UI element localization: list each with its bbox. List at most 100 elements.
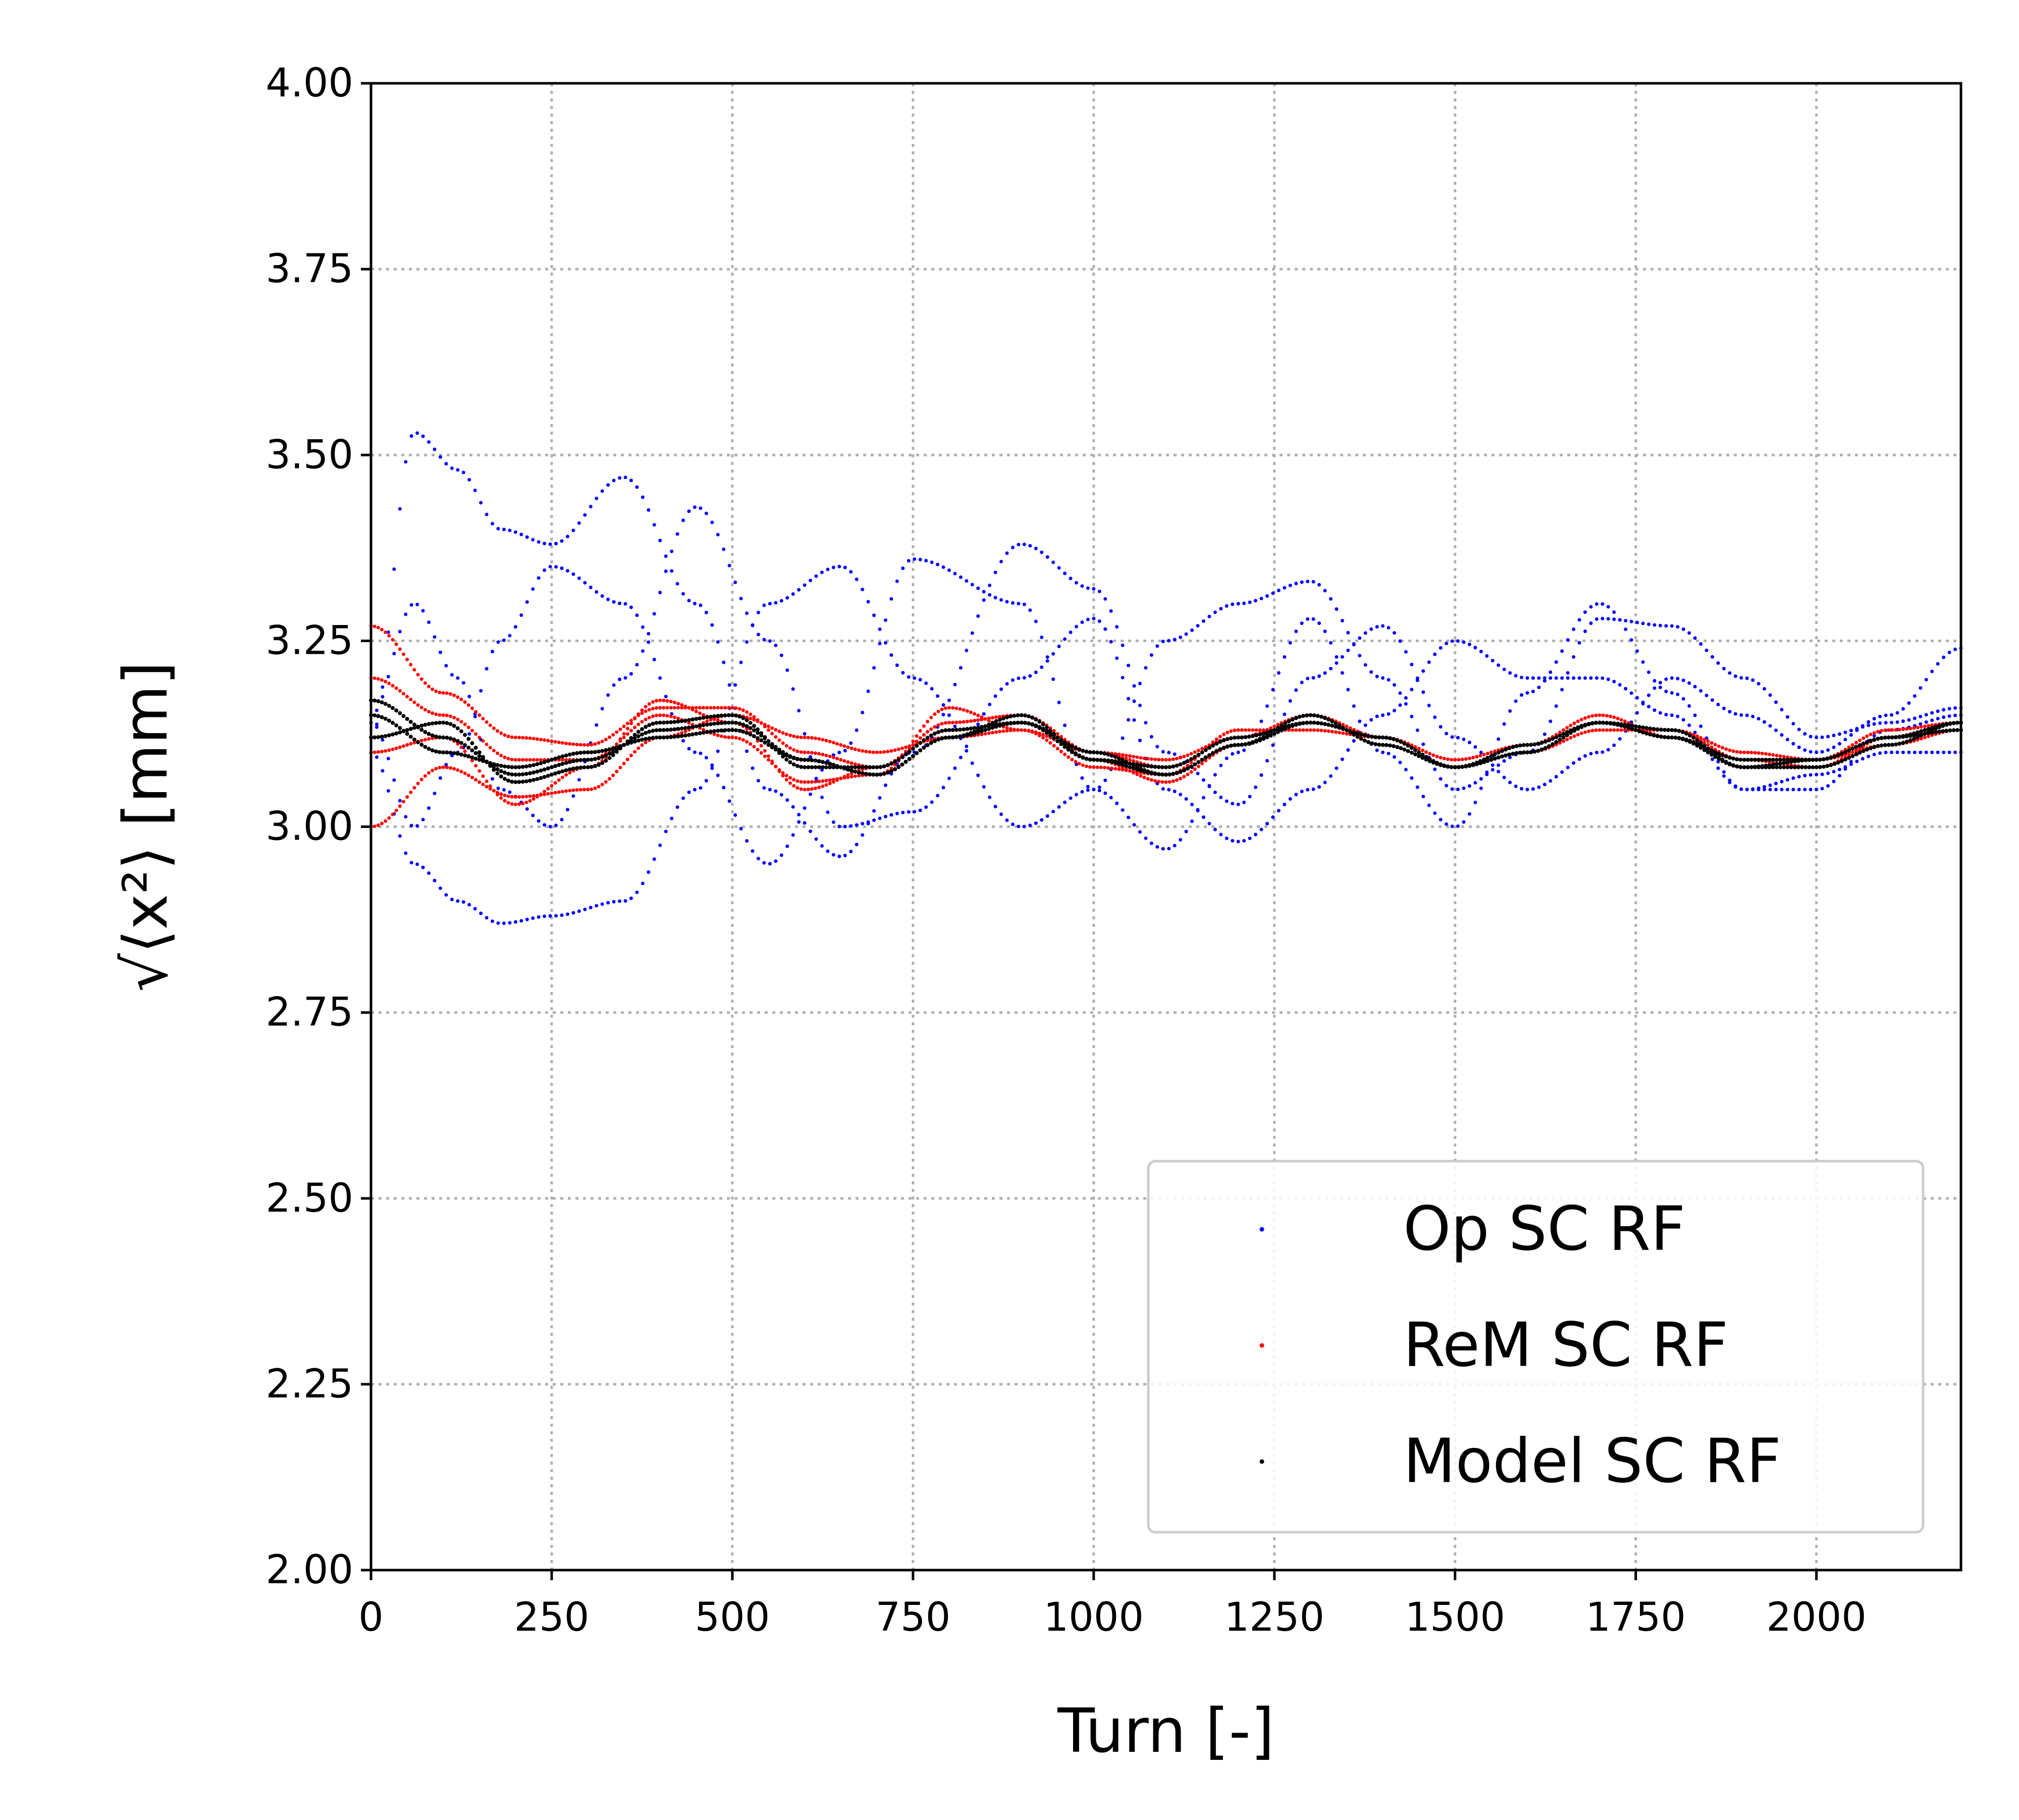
data-point <box>520 779 525 784</box>
data-point <box>664 569 668 574</box>
data-point <box>1716 766 1720 770</box>
data-point <box>817 759 821 763</box>
data-point <box>1207 753 1211 757</box>
data-point <box>1265 735 1269 740</box>
data-point <box>1658 681 1662 685</box>
data-point <box>913 810 917 814</box>
data-point <box>456 468 460 472</box>
data-point <box>1919 722 1923 726</box>
data-point <box>871 765 876 769</box>
data-point <box>548 914 552 918</box>
data-point <box>1229 729 1233 733</box>
data-point <box>1475 755 1479 759</box>
data-point <box>962 733 966 738</box>
data-point <box>1485 756 1490 760</box>
data-point <box>481 783 485 787</box>
data-point <box>652 523 656 527</box>
data-point <box>831 565 835 569</box>
data-point <box>445 713 449 717</box>
data-point <box>1618 618 1622 622</box>
data-point <box>644 717 648 721</box>
data-point <box>831 763 836 767</box>
data-point <box>633 716 637 720</box>
data-point <box>797 588 801 592</box>
data-point <box>1201 796 1205 800</box>
data-point <box>387 718 391 723</box>
data-point <box>1323 630 1327 634</box>
data-point <box>427 722 431 726</box>
data-point <box>1904 740 1909 744</box>
data-point <box>499 774 503 778</box>
data-point <box>745 749 749 753</box>
data-point <box>1826 748 1830 752</box>
data-point <box>633 750 637 754</box>
data-point <box>1619 718 1623 722</box>
data-point <box>1016 720 1020 725</box>
data-point <box>1041 733 1045 737</box>
data-point <box>766 739 771 744</box>
data-point <box>1326 722 1331 727</box>
data-point <box>1171 771 1176 776</box>
data-point <box>485 760 489 764</box>
data-point <box>1687 631 1691 635</box>
data-point <box>1606 605 1610 609</box>
data-point <box>477 736 482 740</box>
data-point <box>578 788 582 792</box>
data-point <box>560 566 564 570</box>
data-point <box>1092 587 1096 591</box>
data-point <box>438 650 442 654</box>
data-point <box>517 795 521 799</box>
data-point <box>1337 725 1342 730</box>
data-point <box>640 738 644 742</box>
data-point <box>1926 726 1931 731</box>
data-point <box>1797 727 1801 732</box>
data-point <box>739 826 743 830</box>
data-point <box>1641 700 1645 704</box>
data-point <box>1057 805 1061 809</box>
data-point <box>1388 743 1392 748</box>
data-point <box>479 689 483 693</box>
data-point <box>390 732 395 737</box>
data-point <box>1315 714 1320 718</box>
data-point <box>1348 726 1352 730</box>
data-point <box>1911 733 1916 738</box>
data-point <box>408 735 413 739</box>
data-point <box>582 750 587 755</box>
data-point <box>647 702 651 706</box>
data-point <box>889 813 893 817</box>
data-point <box>607 747 612 752</box>
data-point <box>1460 757 1464 761</box>
data-point <box>1612 743 1616 747</box>
data-point <box>1196 764 1200 768</box>
data-point <box>759 731 764 736</box>
data-point <box>644 737 648 741</box>
data-point <box>1471 756 1475 760</box>
data-point <box>1149 764 1154 769</box>
data-point <box>679 719 684 723</box>
data-point <box>1254 740 1258 744</box>
data-point <box>872 613 876 617</box>
data-point <box>1590 714 1595 718</box>
data-point <box>1330 723 1335 728</box>
data-point <box>889 761 893 766</box>
data-point <box>1184 797 1188 801</box>
data-point <box>664 554 668 558</box>
data-point <box>445 721 449 725</box>
data-point <box>1323 716 1327 720</box>
y-tick-label: 2.00 <box>265 1547 353 1593</box>
data-point <box>1549 779 1553 783</box>
data-point <box>965 749 969 753</box>
data-point <box>416 672 420 677</box>
data-point <box>1144 721 1148 725</box>
data-point <box>1590 721 1595 725</box>
data-point <box>901 810 905 814</box>
data-point <box>1606 678 1610 682</box>
data-point <box>1539 747 1544 752</box>
data-point <box>878 642 882 646</box>
data-point <box>779 793 783 797</box>
data-point <box>1041 728 1045 733</box>
data-point <box>1767 757 1772 762</box>
data-point <box>1161 640 1165 644</box>
data-point <box>1595 602 1599 606</box>
data-point <box>401 744 405 748</box>
